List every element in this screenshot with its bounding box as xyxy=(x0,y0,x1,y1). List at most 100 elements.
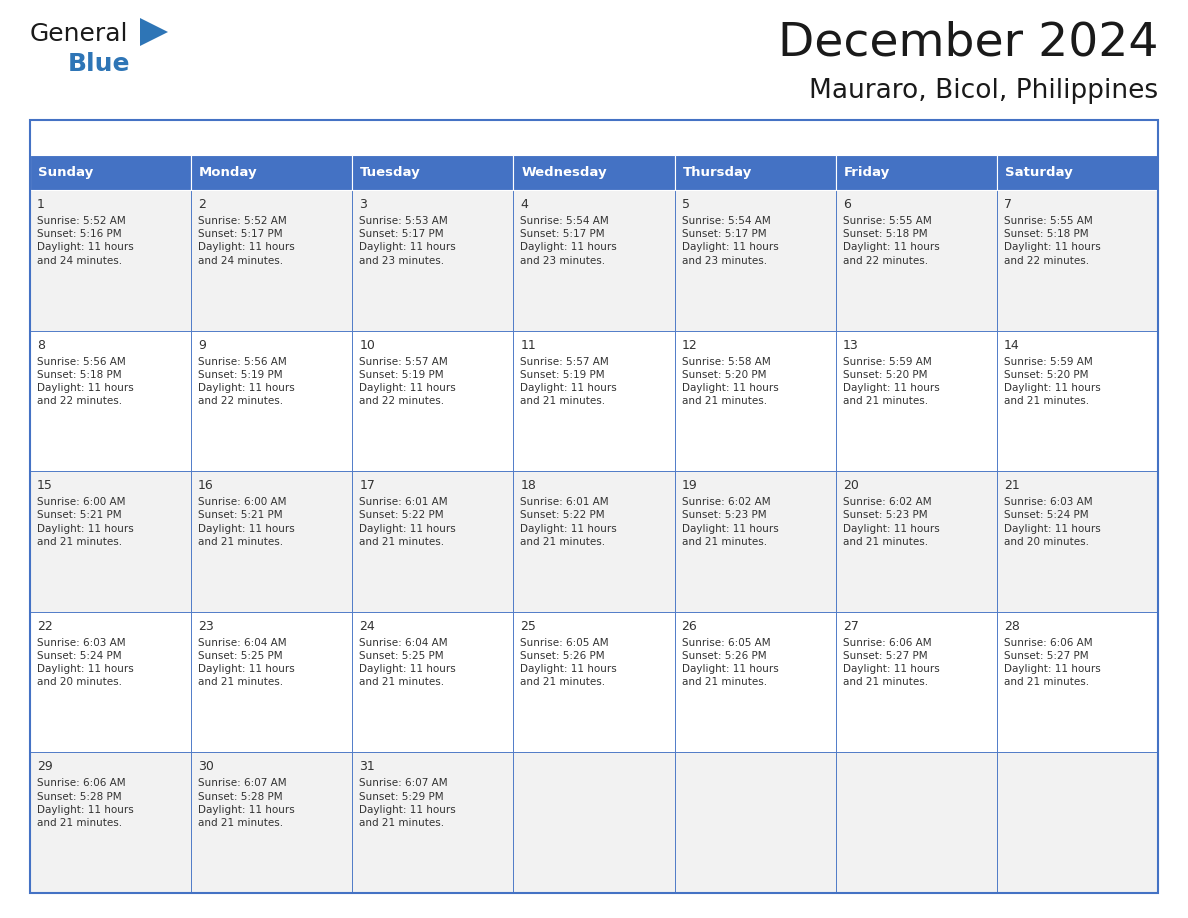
Text: Sunrise: 5:55 AM
Sunset: 5:18 PM
Daylight: 11 hours
and 22 minutes.: Sunrise: 5:55 AM Sunset: 5:18 PM Dayligh… xyxy=(842,216,940,265)
Text: 14: 14 xyxy=(1004,339,1019,352)
Text: 5: 5 xyxy=(682,198,689,211)
Text: 27: 27 xyxy=(842,620,859,633)
Text: Sunrise: 6:02 AM
Sunset: 5:23 PM
Daylight: 11 hours
and 21 minutes.: Sunrise: 6:02 AM Sunset: 5:23 PM Dayligh… xyxy=(682,498,778,547)
Bar xyxy=(353,471,513,611)
Bar xyxy=(835,330,997,471)
Text: 24: 24 xyxy=(359,620,375,633)
Text: Sunrise: 6:04 AM
Sunset: 5:25 PM
Daylight: 11 hours
and 21 minutes.: Sunrise: 6:04 AM Sunset: 5:25 PM Dayligh… xyxy=(359,638,456,688)
Text: Sunrise: 6:06 AM
Sunset: 5:27 PM
Daylight: 11 hours
and 21 minutes.: Sunrise: 6:06 AM Sunset: 5:27 PM Dayligh… xyxy=(842,638,940,688)
Text: Sunrise: 6:03 AM
Sunset: 5:24 PM
Daylight: 11 hours
and 20 minutes.: Sunrise: 6:03 AM Sunset: 5:24 PM Dayligh… xyxy=(37,638,134,688)
Bar xyxy=(30,330,191,471)
Bar xyxy=(191,611,353,753)
Bar xyxy=(513,471,675,611)
Text: 28: 28 xyxy=(1004,620,1019,633)
Text: Sunrise: 6:06 AM
Sunset: 5:28 PM
Daylight: 11 hours
and 21 minutes.: Sunrise: 6:06 AM Sunset: 5:28 PM Dayligh… xyxy=(37,778,134,828)
Bar xyxy=(353,330,513,471)
Bar xyxy=(835,155,997,190)
Bar xyxy=(30,155,191,190)
Text: Thursday: Thursday xyxy=(683,166,752,179)
Bar xyxy=(835,753,997,893)
Text: 29: 29 xyxy=(37,760,52,773)
Text: Tuesday: Tuesday xyxy=(360,166,421,179)
Text: 13: 13 xyxy=(842,339,859,352)
Text: 18: 18 xyxy=(520,479,536,492)
Bar xyxy=(30,471,191,611)
Bar xyxy=(353,190,513,330)
Text: 3: 3 xyxy=(359,198,367,211)
Text: Sunrise: 6:00 AM
Sunset: 5:21 PM
Daylight: 11 hours
and 21 minutes.: Sunrise: 6:00 AM Sunset: 5:21 PM Dayligh… xyxy=(198,498,295,547)
Bar xyxy=(997,753,1158,893)
Bar xyxy=(675,471,835,611)
Text: Sunrise: 5:57 AM
Sunset: 5:19 PM
Daylight: 11 hours
and 21 minutes.: Sunrise: 5:57 AM Sunset: 5:19 PM Dayligh… xyxy=(520,356,618,406)
Text: Saturday: Saturday xyxy=(1005,166,1073,179)
Text: General: General xyxy=(30,22,128,46)
Text: 16: 16 xyxy=(198,479,214,492)
Text: Sunday: Sunday xyxy=(38,166,94,179)
Text: 19: 19 xyxy=(682,479,697,492)
Bar xyxy=(675,611,835,753)
Text: 1: 1 xyxy=(37,198,45,211)
Text: Sunrise: 5:54 AM
Sunset: 5:17 PM
Daylight: 11 hours
and 23 minutes.: Sunrise: 5:54 AM Sunset: 5:17 PM Dayligh… xyxy=(682,216,778,265)
Text: 10: 10 xyxy=(359,339,375,352)
Text: Sunrise: 5:53 AM
Sunset: 5:17 PM
Daylight: 11 hours
and 23 minutes.: Sunrise: 5:53 AM Sunset: 5:17 PM Dayligh… xyxy=(359,216,456,265)
Text: Sunrise: 5:59 AM
Sunset: 5:20 PM
Daylight: 11 hours
and 21 minutes.: Sunrise: 5:59 AM Sunset: 5:20 PM Dayligh… xyxy=(1004,356,1100,406)
Text: Sunrise: 5:52 AM
Sunset: 5:17 PM
Daylight: 11 hours
and 24 minutes.: Sunrise: 5:52 AM Sunset: 5:17 PM Dayligh… xyxy=(198,216,295,265)
Bar xyxy=(30,611,191,753)
Polygon shape xyxy=(140,18,168,46)
Text: 30: 30 xyxy=(198,760,214,773)
Bar xyxy=(191,190,353,330)
Text: Wednesday: Wednesday xyxy=(522,166,607,179)
Bar xyxy=(191,753,353,893)
Bar xyxy=(30,753,191,893)
Text: Sunrise: 6:07 AM
Sunset: 5:28 PM
Daylight: 11 hours
and 21 minutes.: Sunrise: 6:07 AM Sunset: 5:28 PM Dayligh… xyxy=(198,778,295,828)
Text: 6: 6 xyxy=(842,198,851,211)
Text: Sunrise: 6:05 AM
Sunset: 5:26 PM
Daylight: 11 hours
and 21 minutes.: Sunrise: 6:05 AM Sunset: 5:26 PM Dayligh… xyxy=(520,638,618,688)
Text: December 2024: December 2024 xyxy=(777,20,1158,65)
Bar xyxy=(997,611,1158,753)
Text: 4: 4 xyxy=(520,198,529,211)
Bar xyxy=(675,155,835,190)
Text: Monday: Monday xyxy=(200,166,258,179)
Text: 12: 12 xyxy=(682,339,697,352)
Text: Sunrise: 5:56 AM
Sunset: 5:19 PM
Daylight: 11 hours
and 22 minutes.: Sunrise: 5:56 AM Sunset: 5:19 PM Dayligh… xyxy=(198,356,295,406)
Bar xyxy=(191,471,353,611)
Bar xyxy=(997,330,1158,471)
Bar xyxy=(513,190,675,330)
Text: Blue: Blue xyxy=(68,52,131,76)
Text: Sunrise: 5:57 AM
Sunset: 5:19 PM
Daylight: 11 hours
and 22 minutes.: Sunrise: 5:57 AM Sunset: 5:19 PM Dayligh… xyxy=(359,356,456,406)
Bar xyxy=(353,753,513,893)
Bar xyxy=(835,611,997,753)
Text: Sunrise: 6:00 AM
Sunset: 5:21 PM
Daylight: 11 hours
and 21 minutes.: Sunrise: 6:00 AM Sunset: 5:21 PM Dayligh… xyxy=(37,498,134,547)
Bar xyxy=(997,190,1158,330)
Bar xyxy=(835,471,997,611)
Text: Sunrise: 6:05 AM
Sunset: 5:26 PM
Daylight: 11 hours
and 21 minutes.: Sunrise: 6:05 AM Sunset: 5:26 PM Dayligh… xyxy=(682,638,778,688)
Bar xyxy=(997,471,1158,611)
Bar xyxy=(513,330,675,471)
Text: Sunrise: 5:58 AM
Sunset: 5:20 PM
Daylight: 11 hours
and 21 minutes.: Sunrise: 5:58 AM Sunset: 5:20 PM Dayligh… xyxy=(682,356,778,406)
Text: Sunrise: 5:56 AM
Sunset: 5:18 PM
Daylight: 11 hours
and 22 minutes.: Sunrise: 5:56 AM Sunset: 5:18 PM Dayligh… xyxy=(37,356,134,406)
Text: 2: 2 xyxy=(198,198,206,211)
Text: Sunrise: 6:01 AM
Sunset: 5:22 PM
Daylight: 11 hours
and 21 minutes.: Sunrise: 6:01 AM Sunset: 5:22 PM Dayligh… xyxy=(520,498,618,547)
Bar xyxy=(30,120,1158,893)
Bar xyxy=(513,753,675,893)
Text: 20: 20 xyxy=(842,479,859,492)
Bar xyxy=(997,155,1158,190)
Text: 17: 17 xyxy=(359,479,375,492)
Text: Sunrise: 6:01 AM
Sunset: 5:22 PM
Daylight: 11 hours
and 21 minutes.: Sunrise: 6:01 AM Sunset: 5:22 PM Dayligh… xyxy=(359,498,456,547)
Text: Sunrise: 5:52 AM
Sunset: 5:16 PM
Daylight: 11 hours
and 24 minutes.: Sunrise: 5:52 AM Sunset: 5:16 PM Dayligh… xyxy=(37,216,134,265)
Text: 15: 15 xyxy=(37,479,53,492)
Bar xyxy=(835,190,997,330)
Bar xyxy=(675,330,835,471)
Text: 7: 7 xyxy=(1004,198,1012,211)
Bar xyxy=(513,155,675,190)
Bar xyxy=(30,190,191,330)
Text: 25: 25 xyxy=(520,620,536,633)
Bar xyxy=(353,155,513,190)
Text: 22: 22 xyxy=(37,620,52,633)
Text: 31: 31 xyxy=(359,760,375,773)
Bar xyxy=(675,190,835,330)
Text: Sunrise: 6:07 AM
Sunset: 5:29 PM
Daylight: 11 hours
and 21 minutes.: Sunrise: 6:07 AM Sunset: 5:29 PM Dayligh… xyxy=(359,778,456,828)
Bar xyxy=(353,611,513,753)
Text: 21: 21 xyxy=(1004,479,1019,492)
Text: 11: 11 xyxy=(520,339,536,352)
